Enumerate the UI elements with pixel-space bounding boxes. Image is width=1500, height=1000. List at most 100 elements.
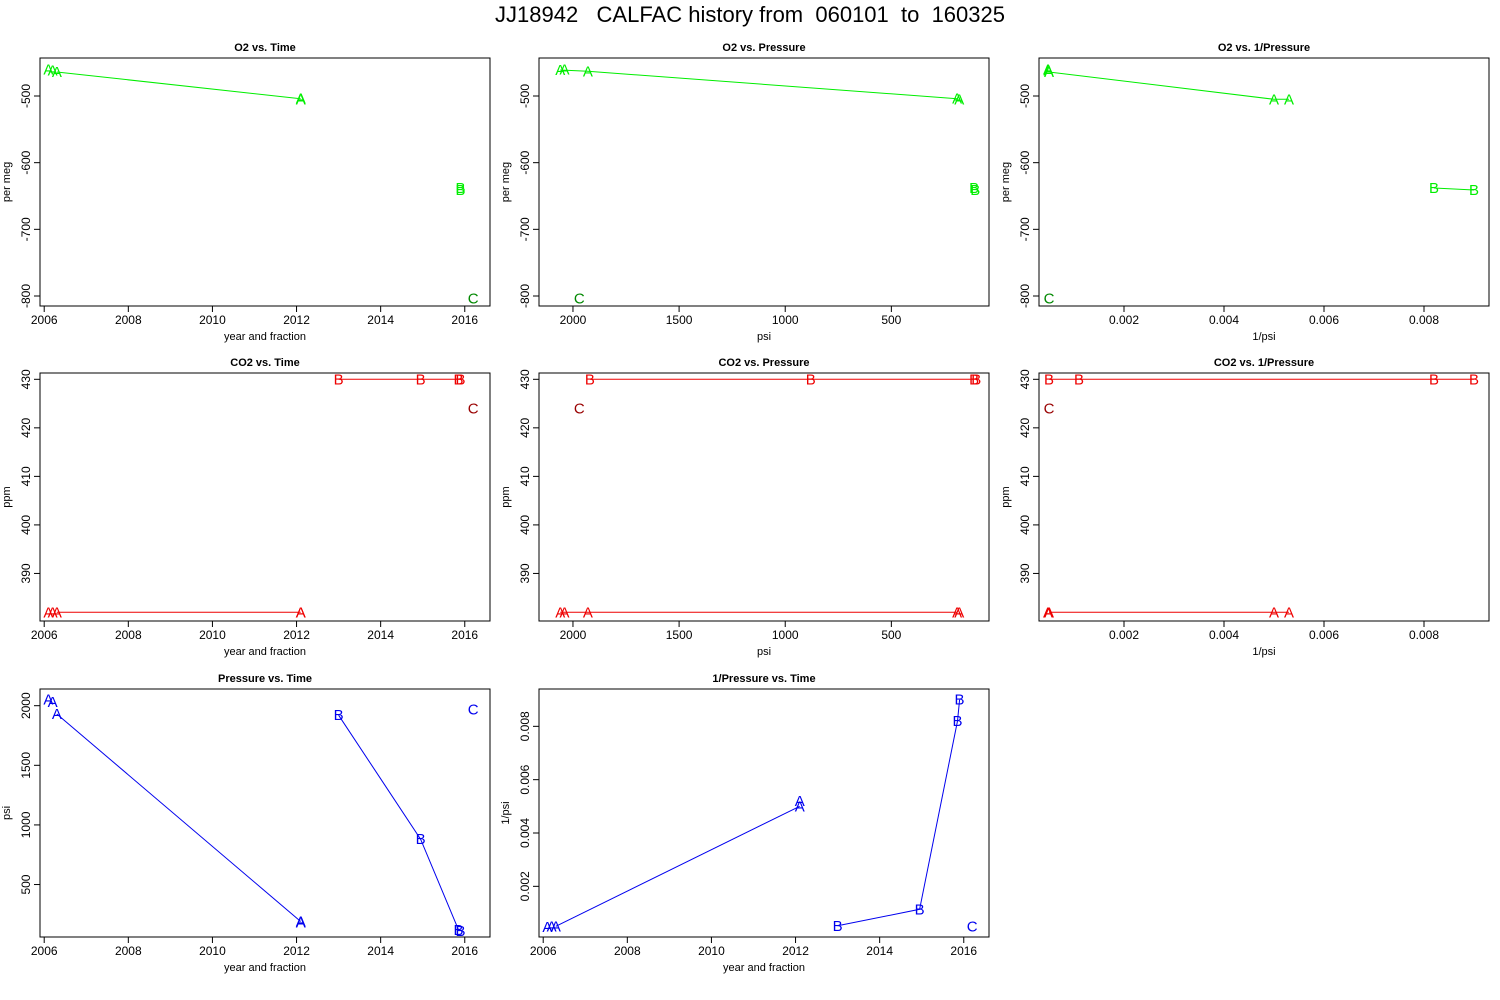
y-axis-label: per meg xyxy=(500,162,512,202)
panel-title: Pressure vs. Time xyxy=(218,673,312,685)
y-tick-label: 0.004 xyxy=(518,818,532,848)
data-point-A: A xyxy=(952,604,962,621)
x-tick-label: 1500 xyxy=(666,628,693,642)
data-point-A: A xyxy=(48,604,58,621)
y-tick-label: -500 xyxy=(1018,84,1032,108)
data-point-B: B xyxy=(952,713,962,730)
y-tick-label: -800 xyxy=(19,284,33,308)
x-tick-label: 2012 xyxy=(283,944,310,958)
x-tick-label: 2000 xyxy=(560,313,587,327)
y-tick-label: -500 xyxy=(518,84,532,108)
x-axis-label: 1/psi xyxy=(1252,646,1275,658)
y-tick-label: -800 xyxy=(518,284,532,308)
x-tick-label: 2006 xyxy=(530,944,557,958)
series-line-B xyxy=(338,714,459,930)
x-tick-label: 2016 xyxy=(950,944,977,958)
data-point-B: B xyxy=(456,180,466,197)
x-tick-label: 2016 xyxy=(451,944,478,958)
data-point-A: A xyxy=(795,798,805,815)
series-line-A xyxy=(56,71,301,100)
x-tick-label: 2006 xyxy=(31,944,58,958)
x-tick-label: 2008 xyxy=(115,313,142,327)
data-point-B: B xyxy=(969,180,979,197)
x-tick-label: 2008 xyxy=(115,628,142,642)
y-tick-label: 410 xyxy=(19,466,33,486)
x-tick-label: 0.004 xyxy=(1209,628,1239,642)
y-axis-label: ppm xyxy=(500,486,512,507)
data-point-A: A xyxy=(48,63,58,80)
y-axis-label: ppm xyxy=(1000,486,1012,507)
data-point-B: B xyxy=(1429,371,1439,388)
data-point-A: A xyxy=(1043,604,1053,621)
y-tick-label: 390 xyxy=(19,563,33,583)
data-point-A: A xyxy=(296,604,306,621)
plot-frame xyxy=(39,57,491,307)
x-tick-label: 1500 xyxy=(666,313,693,327)
data-point-B: B xyxy=(833,918,843,935)
panel-7: Pressure vs. Time 2006 2008 2010 2012 2014 201… xyxy=(1,673,491,974)
x-tick-label: 2010 xyxy=(698,944,725,958)
x-tick-label: 2006 xyxy=(31,628,58,642)
data-point-A: A xyxy=(296,914,306,931)
figure-title: JJ18942 CALFAC history from 060101 to 16… xyxy=(495,2,1005,27)
panel-4: CO2 vs. Time 2006 2008 2010 2012 2014 2016 390 4… xyxy=(1,357,491,658)
data-point-C: C xyxy=(574,291,585,308)
y-tick-label: 400 xyxy=(19,515,33,535)
series-line-A xyxy=(56,713,302,922)
panel-6: CO2 vs. 1/Pressure 0.002 0.004 0.006 0.008 39… xyxy=(1000,357,1490,658)
data-point-A: A xyxy=(559,61,569,78)
panel-1: O2 vs. Time 2006 2008 2010 2012 2014 2016 -800 -… xyxy=(1,42,491,343)
x-tick-label: 2014 xyxy=(866,944,893,958)
data-point-A: A xyxy=(1043,61,1053,78)
y-tick-label: -600 xyxy=(1018,150,1032,174)
data-point-A: A xyxy=(1043,604,1053,621)
data-point-B: B xyxy=(955,692,965,709)
y-tick-label: 500 xyxy=(19,874,33,894)
plot-frame xyxy=(1038,57,1490,307)
x-axis-label: year and fraction xyxy=(224,331,306,343)
data-point-B: B xyxy=(456,371,466,388)
data-point-C: C xyxy=(574,400,585,417)
y-tick-label: 430 xyxy=(19,369,33,389)
y-axis-label: psi xyxy=(1,806,13,820)
y-tick-label: -500 xyxy=(19,84,33,108)
x-tick-label: 0.002 xyxy=(1109,628,1139,642)
y-tick-label: 2000 xyxy=(19,692,33,719)
data-point-B: B xyxy=(1429,180,1439,197)
x-tick-label: 0.008 xyxy=(1409,313,1439,327)
data-point-A: A xyxy=(547,919,557,936)
panel-3: O2 vs. 1/Pressure 0.002 0.004 0.006 0.008 -80… xyxy=(1000,42,1490,343)
data-point-A: A xyxy=(1044,64,1054,81)
data-point-C: C xyxy=(468,400,479,417)
data-point-A: A xyxy=(43,61,53,78)
data-point-B: B xyxy=(970,182,980,199)
y-axis-label: ppm xyxy=(1,486,13,507)
data-point-C: C xyxy=(1044,291,1055,308)
y-tick-label: 1500 xyxy=(19,752,33,779)
data-point-A: A xyxy=(1269,91,1279,108)
x-tick-label: 2014 xyxy=(367,944,394,958)
data-point-A: A xyxy=(52,706,62,723)
x-axis-label: 1/psi xyxy=(1252,331,1275,343)
data-point-A: A xyxy=(954,91,964,108)
panel-2: O2 vs. Pressure 2000 1500 1000 500 -800 -700 -6… xyxy=(500,42,990,343)
series-line-A xyxy=(1048,71,1289,100)
plot-frame xyxy=(538,372,990,622)
data-point-A: A xyxy=(296,604,306,621)
data-point-C: C xyxy=(468,291,479,308)
x-tick-label: 0.002 xyxy=(1109,313,1139,327)
x-tick-label: 2016 xyxy=(451,628,478,642)
data-point-B: B xyxy=(806,371,816,388)
series-line-A xyxy=(555,805,800,927)
x-axis-label: year and fraction xyxy=(723,962,805,974)
x-tick-label: 500 xyxy=(881,628,901,642)
data-point-A: A xyxy=(542,919,552,936)
y-tick-label: 0.008 xyxy=(518,711,532,741)
data-point-C: C xyxy=(967,918,978,935)
plot-frame xyxy=(538,57,990,307)
data-point-A: A xyxy=(1284,604,1294,621)
x-tick-label: 500 xyxy=(881,313,901,327)
x-axis-label: psi xyxy=(757,331,771,343)
x-tick-label: 2010 xyxy=(199,313,226,327)
